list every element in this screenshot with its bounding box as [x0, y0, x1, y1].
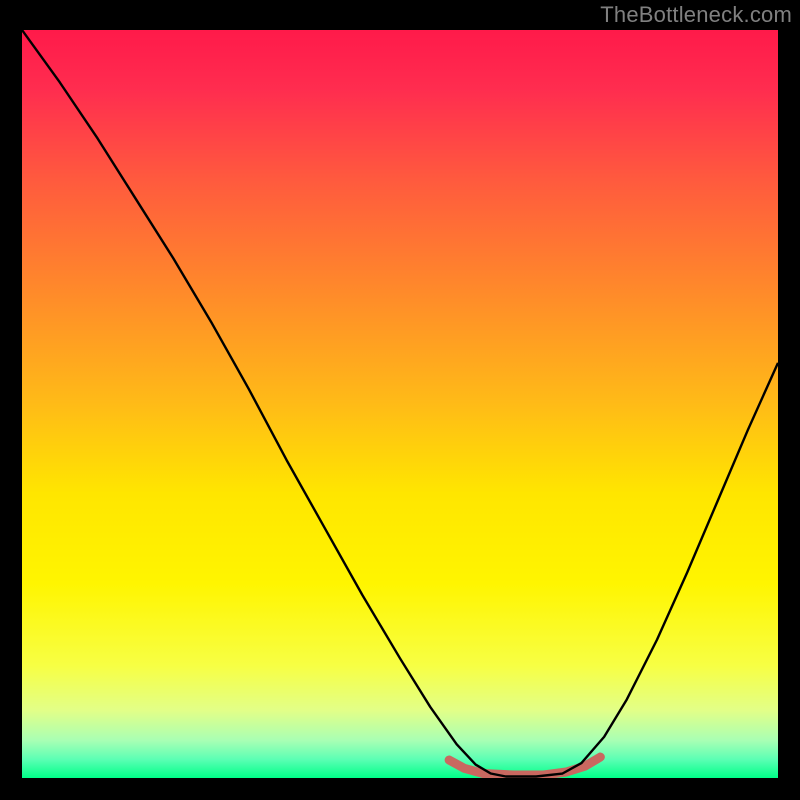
gradient-curve-chart: [22, 30, 778, 778]
chart-background: [22, 30, 778, 778]
watermark-text: TheBottleneck.com: [600, 2, 792, 28]
chart-container: [22, 30, 778, 778]
